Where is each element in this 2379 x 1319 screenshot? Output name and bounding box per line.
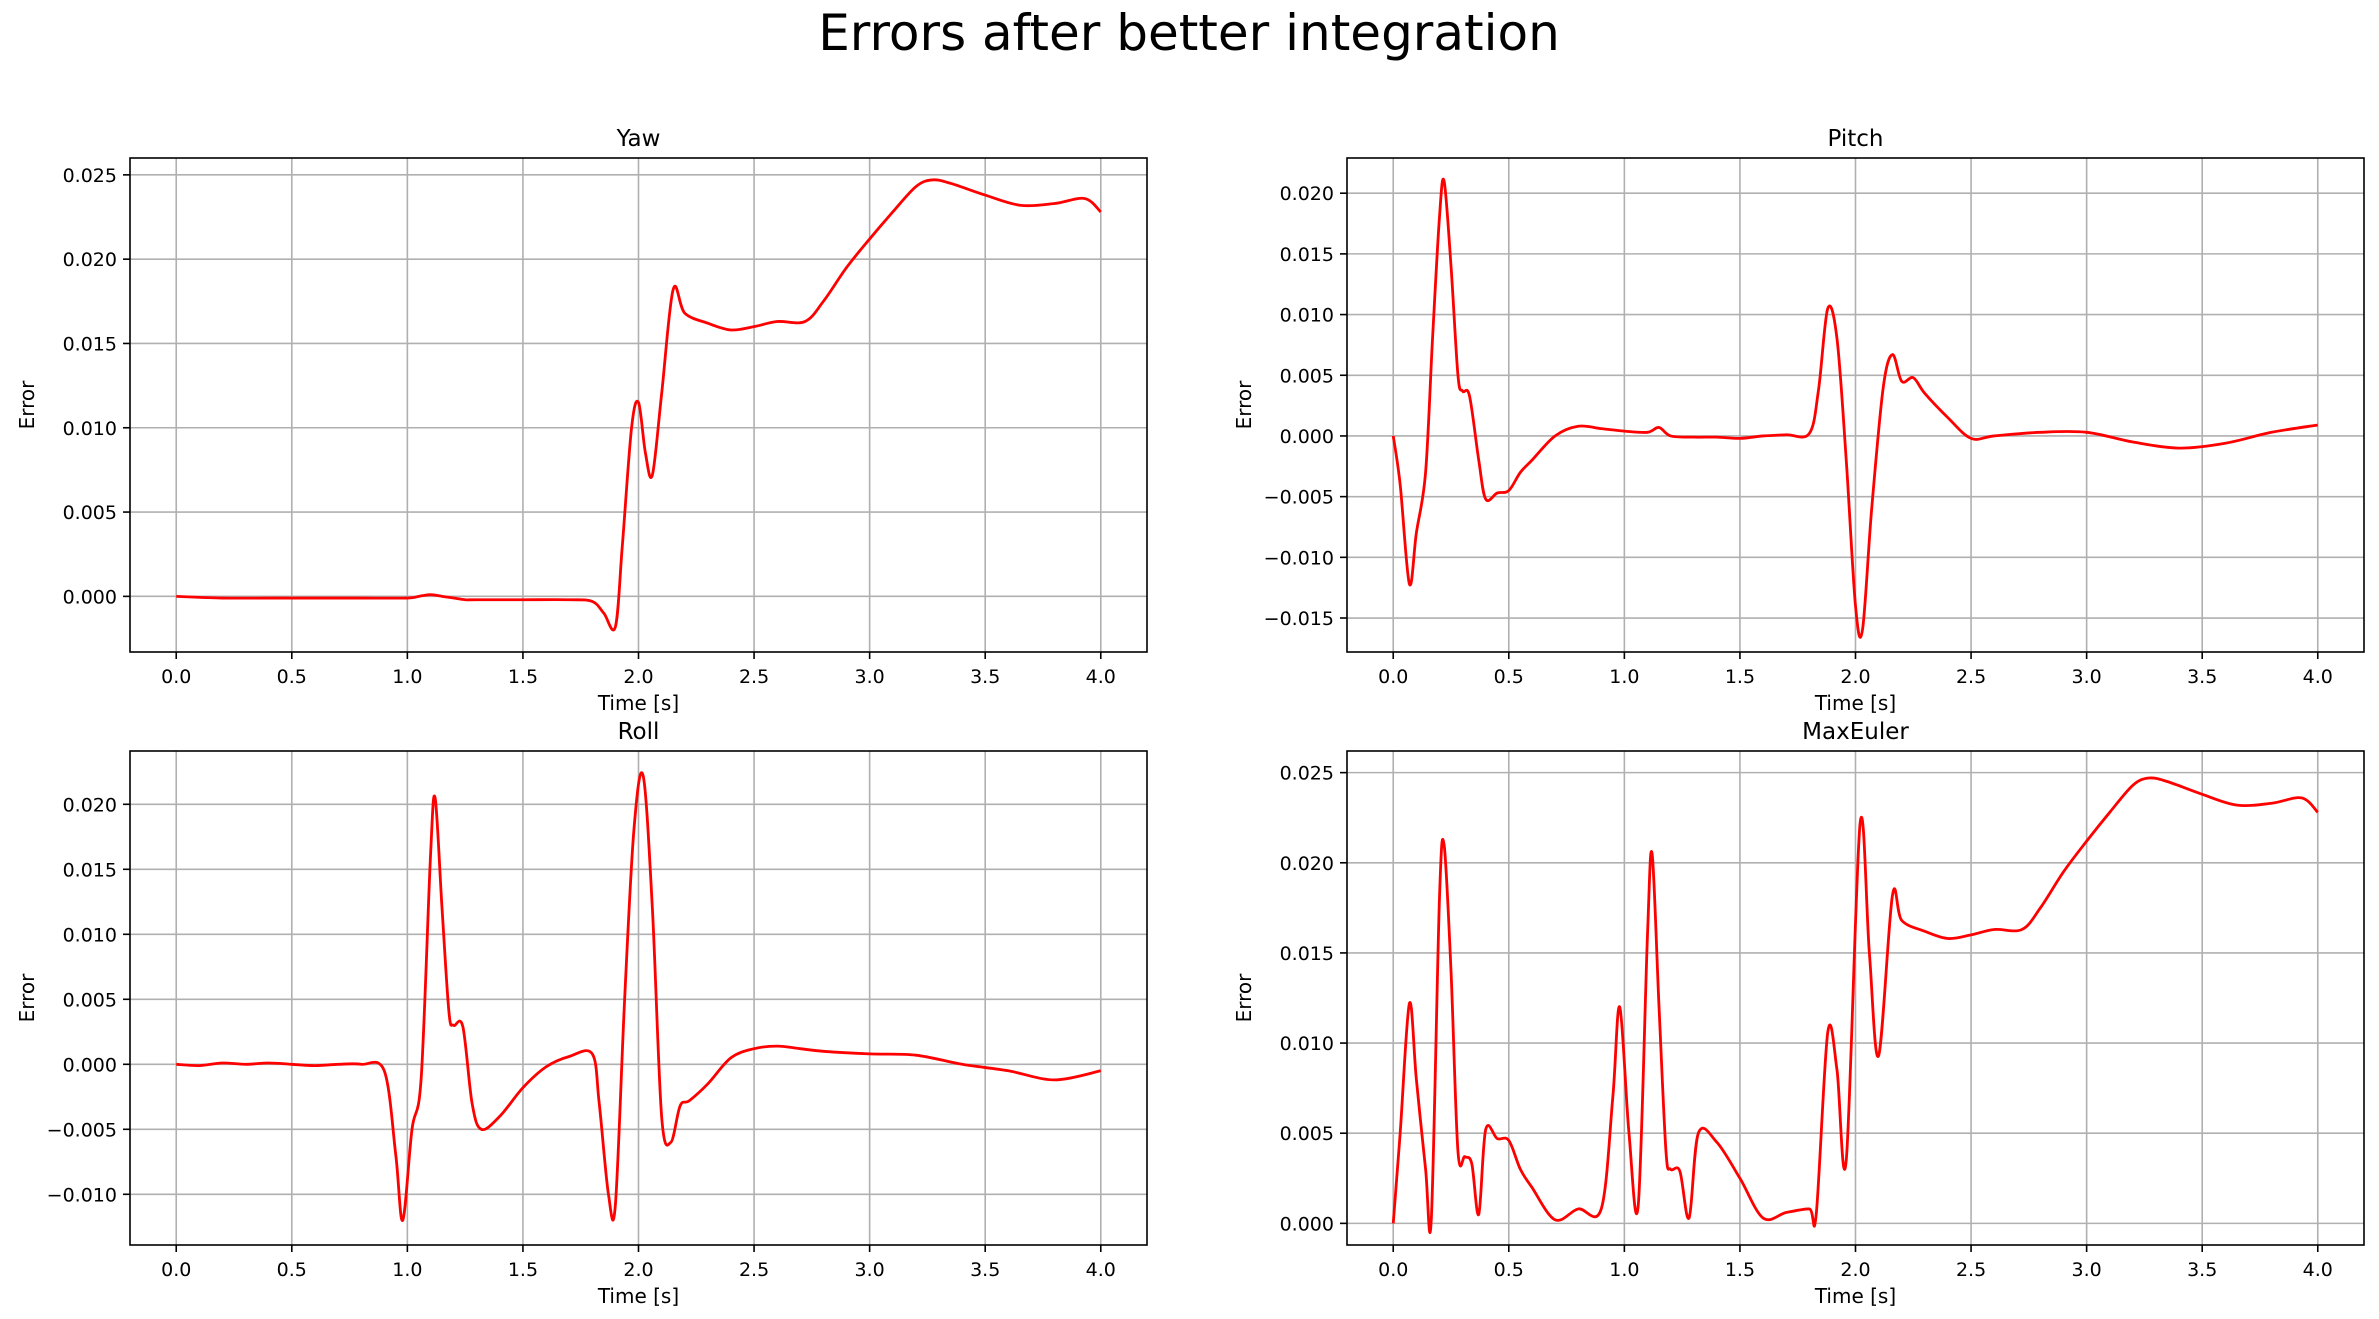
y-tick-label: 0.020 <box>63 794 117 816</box>
x-tick-label: 0.5 <box>1494 666 1524 688</box>
y-tick-label: 0.000 <box>1280 1213 1334 1235</box>
y-tick-label: −0.010 <box>47 1184 117 1206</box>
x-axis-label: Time [s] <box>1814 691 1896 715</box>
x-tick-label: 3.5 <box>2187 666 2217 688</box>
y-tick-label: 0.025 <box>63 165 117 187</box>
series-line <box>176 771 1102 1222</box>
x-tick-label: 4.0 <box>2303 666 2333 688</box>
x-tick-label: 3.5 <box>970 666 1000 688</box>
y-tick-label: 0.000 <box>63 1054 117 1076</box>
y-tick-label: 0.025 <box>1280 763 1334 785</box>
x-tick-label: 2.5 <box>1956 1259 1986 1281</box>
x-tick-label: 1.0 <box>392 1259 422 1281</box>
y-axis-label: Error <box>15 380 39 430</box>
y-tick-label: 0.005 <box>1280 1123 1334 1145</box>
subplot-title: Roll <box>618 719 660 745</box>
series-line <box>1391 776 2319 1235</box>
x-tick-label: 0.0 <box>1378 1259 1408 1281</box>
y-tick-label: 0.020 <box>63 249 117 271</box>
x-tick-label: 1.0 <box>392 666 422 688</box>
x-tick-label: 3.0 <box>855 1259 885 1281</box>
y-tick-label: 0.005 <box>1280 365 1334 387</box>
y-axis-label: Error <box>1232 973 1256 1023</box>
y-tick-label: −0.005 <box>47 1119 117 1141</box>
x-tick-label: 4.0 <box>2303 1259 2333 1281</box>
x-tick-label: 4.0 <box>1086 1259 1116 1281</box>
x-tick-label: 1.0 <box>1609 1259 1639 1281</box>
y-tick-label: −0.005 <box>1264 487 1334 509</box>
subplot-yaw: 0.0 0.5 1.0 1.5 2.0 2.5 3.0 3.5 4.0 0.000 0.005 0.0… <box>15 126 1148 715</box>
x-tick-label: 2.0 <box>1840 1259 1870 1281</box>
x-tick-label: 3.0 <box>2072 666 2102 688</box>
y-tick-label: 0.005 <box>63 502 117 524</box>
y-axis-label: Error <box>15 973 39 1023</box>
y-tick-label: −0.015 <box>1264 608 1334 630</box>
x-tick-label: 1.5 <box>508 1259 538 1281</box>
y-tick-label: 0.015 <box>63 859 117 881</box>
x-tick-label: 0.0 <box>161 666 191 688</box>
x-tick-label: 1.0 <box>1609 666 1639 688</box>
subplot-pitch: 0.0 0.5 1.0 1.5 2.0 2.5 3.0 3.5 4.0 −0.015 −0.010 −… <box>1232 126 2365 715</box>
x-axis-label: Time [s] <box>597 1284 679 1308</box>
subplot-title: Pitch <box>1828 126 1884 152</box>
x-tick-label: 0.0 <box>1378 666 1408 688</box>
y-tick-label: 0.000 <box>1280 426 1334 448</box>
y-tick-label: 0.005 <box>63 989 117 1011</box>
x-tick-label: 2.0 <box>1840 666 1870 688</box>
x-tick-label: 1.5 <box>508 666 538 688</box>
x-tick-label: 3.5 <box>970 1259 1000 1281</box>
y-tick-label: 0.010 <box>63 418 117 440</box>
y-tick-label: 0.015 <box>63 333 117 355</box>
x-tick-label: 3.5 <box>2187 1259 2217 1281</box>
x-tick-label: 2.5 <box>739 666 769 688</box>
x-tick-label: 1.5 <box>1725 1259 1755 1281</box>
x-tick-label: 2.0 <box>623 1259 653 1281</box>
x-axis-label: Time [s] <box>597 691 679 715</box>
x-tick-label: 3.0 <box>855 666 885 688</box>
x-axis-label: Time [s] <box>1814 1284 1896 1308</box>
y-tick-label: 0.020 <box>1280 183 1334 205</box>
x-tick-label: 0.5 <box>1494 1259 1524 1281</box>
y-tick-label: 0.010 <box>1280 1033 1334 1055</box>
x-tick-label: 2.0 <box>623 666 653 688</box>
figure-title: Errors after better integration <box>818 4 1560 62</box>
y-tick-label: 0.010 <box>63 924 117 946</box>
y-tick-label: −0.010 <box>1264 547 1334 569</box>
subplot-title: Yaw <box>616 126 661 152</box>
x-tick-label: 2.5 <box>1956 666 1986 688</box>
subplot-maxeuler: 0.0 0.5 1.0 1.5 2.0 2.5 3.0 3.5 4.0 0.000 0.005 0.0… <box>1232 719 2365 1308</box>
y-tick-label: 0.015 <box>1280 943 1334 965</box>
x-tick-label: 3.0 <box>2072 1259 2102 1281</box>
x-tick-label: 0.5 <box>277 1259 307 1281</box>
y-axis-label: Error <box>1232 380 1256 430</box>
series-line <box>1391 177 2318 639</box>
y-tick-label: 0.020 <box>1280 853 1334 875</box>
series-line <box>176 178 1102 632</box>
x-tick-label: 0.0 <box>161 1259 191 1281</box>
x-tick-label: 2.5 <box>739 1259 769 1281</box>
y-tick-label: 0.010 <box>1280 305 1334 327</box>
x-tick-label: 1.5 <box>1725 666 1755 688</box>
y-tick-label: 0.000 <box>63 586 117 608</box>
y-tick-label: 0.015 <box>1280 244 1334 266</box>
x-tick-label: 4.0 <box>1086 666 1116 688</box>
subplot-title: MaxEuler <box>1802 719 1909 745</box>
subplot-grid: 0.0 0.5 1.0 1.5 2.0 2.5 3.0 3.5 4.00.0000.0050.0… <box>15 126 2365 1308</box>
x-tick-label: 0.5 <box>277 666 307 688</box>
subplot-roll: 0.0 0.5 1.0 1.5 2.0 2.5 3.0 3.5 4.0 −0.010 −0.005 0… <box>15 719 1148 1308</box>
